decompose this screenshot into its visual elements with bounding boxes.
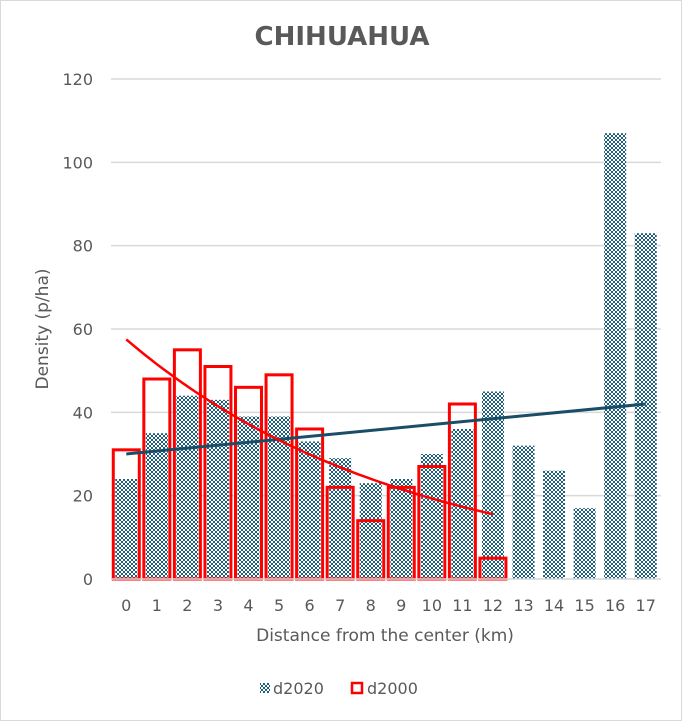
- y-tick-label: 20: [73, 487, 93, 506]
- bar-d2020: [176, 395, 199, 579]
- bar-d2020: [420, 454, 443, 579]
- x-tick-label: 4: [243, 596, 253, 615]
- bar-d2020: [634, 233, 657, 579]
- bar-d2020: [145, 433, 168, 579]
- bar-d2020: [206, 399, 229, 579]
- x-tick-label: 9: [396, 596, 406, 615]
- y-tick-label: 0: [83, 570, 93, 589]
- bar-d2020: [359, 483, 382, 579]
- y-tick-label: 80: [73, 237, 93, 256]
- x-tick-label: 14: [544, 596, 564, 615]
- x-tick-label: 16: [605, 596, 625, 615]
- bar-d2020: [329, 458, 352, 579]
- x-tick-label: 1: [152, 596, 162, 615]
- y-axis-label: Density (p/ha): [33, 268, 53, 389]
- bar-d2020: [604, 133, 627, 579]
- legend-label-d2020: d2020: [273, 679, 324, 698]
- chart-title: CHIHUAHUA: [255, 22, 430, 52]
- x-tick-label: 2: [182, 596, 192, 615]
- x-tick-label: 6: [305, 596, 315, 615]
- y-tick-label: 120: [62, 70, 93, 89]
- bar-d2020: [237, 416, 260, 579]
- bar-d2020: [268, 416, 291, 579]
- x-tick-label: 3: [213, 596, 223, 615]
- y-tick-label: 100: [62, 153, 93, 172]
- x-tick-label: 13: [513, 596, 533, 615]
- x-axis-label: Distance from the center (km): [256, 626, 514, 646]
- x-tick-label: 17: [636, 596, 656, 615]
- x-tick-label: 7: [335, 596, 345, 615]
- legend: d2020 d2000: [260, 679, 418, 698]
- bar-d2020: [573, 508, 596, 579]
- bar-d2020: [298, 441, 321, 579]
- x-tick-label: 8: [366, 596, 376, 615]
- bar-d2020: [115, 479, 138, 579]
- bar-d2020: [543, 470, 566, 579]
- x-tick-label: 11: [452, 596, 472, 615]
- legend-label-d2000: d2000: [367, 679, 418, 698]
- x-tick-label: 5: [274, 596, 284, 615]
- y-tick-label: 60: [73, 320, 93, 339]
- bar-d2020: [390, 479, 413, 579]
- trendline-d2020: [126, 402, 646, 456]
- legend-swatch-d2020: [260, 683, 270, 693]
- legend-swatch-d2000: [350, 681, 364, 695]
- y-tick-label: 40: [73, 403, 93, 422]
- x-tick-label: 10: [422, 596, 442, 615]
- bar-d2020: [512, 445, 535, 579]
- trendline-d2000: [125, 338, 494, 516]
- x-tick-label: 12: [483, 596, 503, 615]
- bar-d2020: [481, 391, 504, 579]
- bar-d2020: [451, 429, 474, 579]
- x-tick-label: 0: [121, 596, 131, 615]
- x-tick-label: 15: [574, 596, 594, 615]
